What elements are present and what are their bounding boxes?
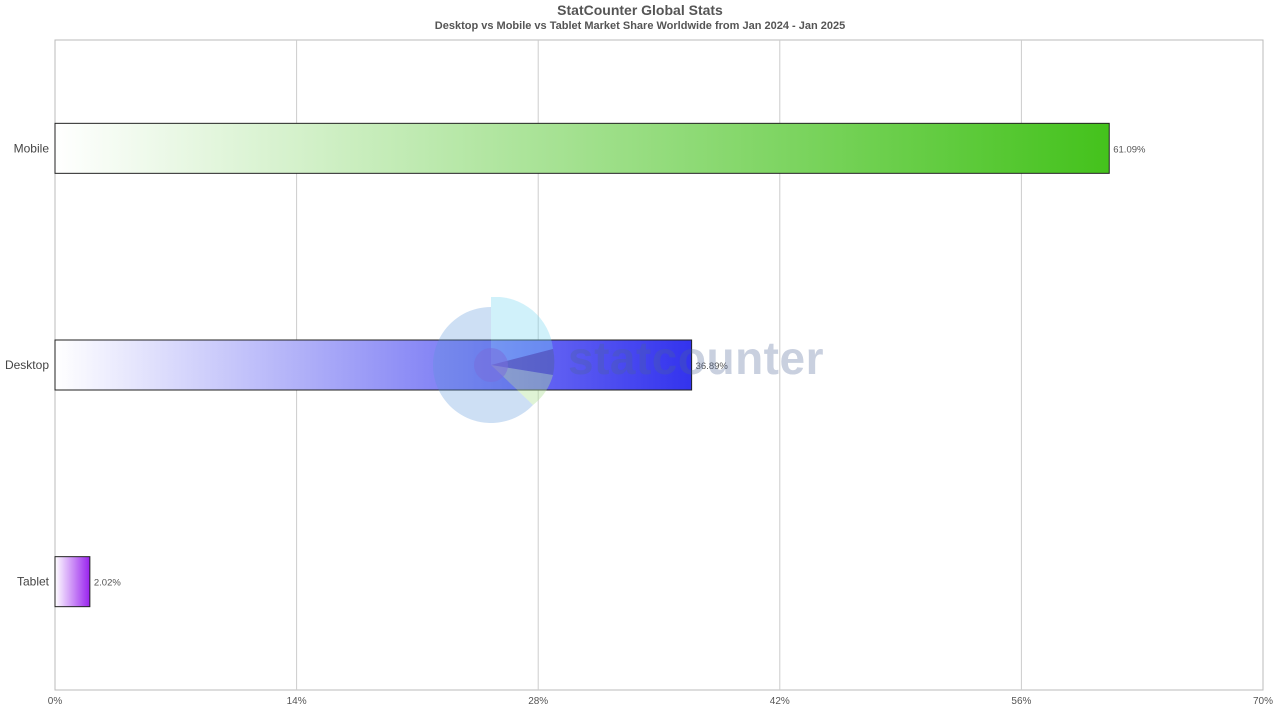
bar-desktop[interactable] bbox=[54, 339, 693, 391]
labels: 0% 14% 28% 42% 56% 70% Mobile 61.09% Desktop 36.8… bbox=[5, 141, 1273, 707]
bar-value-label: 2.02% bbox=[94, 578, 121, 589]
x-tick-label: 70% bbox=[1253, 696, 1273, 707]
y-category-label: Desktop bbox=[5, 358, 49, 372]
x-tick-label: 14% bbox=[287, 696, 307, 707]
bar-value-label: 61.09% bbox=[1113, 144, 1146, 155]
x-tick-label: 0% bbox=[48, 696, 63, 707]
chart-subtitle: Desktop vs Mobile vs Tablet Market Share… bbox=[434, 20, 846, 32]
bar-tablet[interactable] bbox=[54, 556, 91, 608]
y-category-label: Mobile bbox=[14, 141, 50, 155]
x-tick-label: 42% bbox=[770, 696, 790, 707]
y-category-label: Tablet bbox=[17, 575, 50, 589]
x-tick-label: 28% bbox=[528, 696, 548, 707]
bars bbox=[54, 122, 1110, 608]
bar-value-label: 36.89% bbox=[696, 361, 729, 372]
bar-mobile[interactable] bbox=[54, 122, 1110, 174]
chart-title: StatCounter Global Stats bbox=[557, 2, 723, 18]
x-tick-label: 56% bbox=[1011, 696, 1031, 707]
